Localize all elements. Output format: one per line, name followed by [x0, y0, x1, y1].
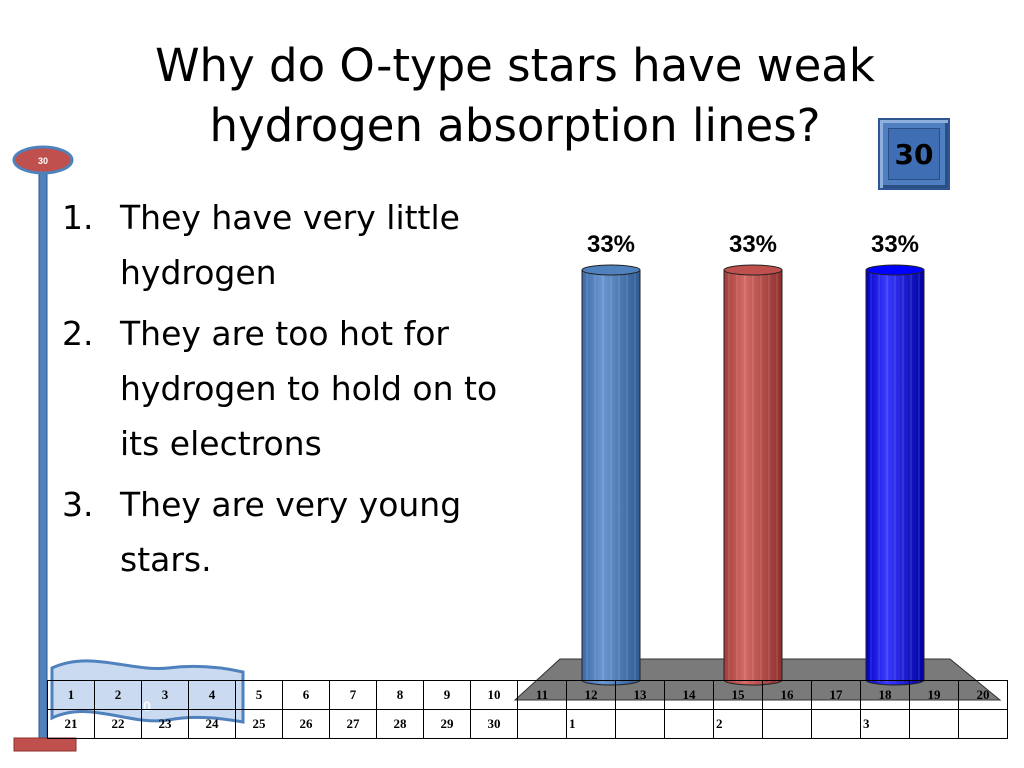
- answer-option-2[interactable]: 2. They are too hot for hydrogen to hold …: [62, 306, 512, 471]
- timer-value: 30: [888, 128, 940, 180]
- grid-row-1: 1 2 3 4 5 6 7 8 9 10 11 12 13 14 15 16 1…: [47, 680, 1008, 710]
- grid-cell: 16: [762, 680, 812, 710]
- bar-top: [865, 264, 925, 276]
- title-line-2: hydrogen absorption lines?: [209, 99, 821, 152]
- option-text: They have very little hydrogen: [120, 198, 460, 292]
- grid-cell: 1: [47, 680, 95, 710]
- grid-cell: 28: [376, 709, 424, 739]
- bar-2: 33%: [723, 231, 783, 686]
- grid-cell: 4: [188, 680, 236, 710]
- grid-cell: 29: [423, 709, 471, 739]
- answer-options: 1. They have very little hydrogen 2. They …: [62, 190, 512, 593]
- option-number: 1.: [62, 198, 94, 237]
- bar-value-label: 33%: [871, 231, 919, 258]
- grid-cell: 13: [615, 680, 665, 710]
- grid-cell: [909, 709, 959, 739]
- grid-cell: [664, 709, 714, 739]
- grid-cell: 9: [423, 680, 471, 710]
- grid-cell: 3: [141, 680, 189, 710]
- grid-cell: [615, 709, 665, 739]
- grid-cell: 1: [566, 709, 616, 739]
- grid-cell: 18: [860, 680, 910, 710]
- answer-option-3[interactable]: 3. They are very young stars.: [62, 477, 512, 587]
- bar-1: 33%: [581, 231, 641, 686]
- grid-cell: [762, 709, 812, 739]
- option-text: They are too hot for hydrogen to hold on…: [120, 314, 498, 463]
- option-number: 2.: [62, 314, 94, 353]
- grid-cell: 6: [282, 680, 330, 710]
- grid-cell: [517, 709, 567, 739]
- response-grid: 1 2 3 4 5 6 7 8 9 10 11 12 13 14 15 16 1…: [47, 680, 1008, 739]
- bars-layer: 33% 33% 33%: [581, 231, 925, 686]
- option-text: They are very young stars.: [120, 485, 462, 579]
- grid-cell: 8: [376, 680, 424, 710]
- grid-cell: 20: [958, 680, 1008, 710]
- grid-cell: 12: [566, 680, 616, 710]
- answer-option-1[interactable]: 1. They have very little hydrogen: [62, 190, 512, 300]
- grid-cell: [811, 709, 861, 739]
- grid-cell: 3: [860, 709, 910, 739]
- grid-cell: 21: [47, 709, 95, 739]
- grid-cell: 14: [664, 680, 714, 710]
- grid-cell: 25: [235, 709, 283, 739]
- grid-cell: 2: [713, 709, 763, 739]
- slide-title: Why do O-type stars have weak hydrogen a…: [120, 36, 910, 156]
- grid-cell: 10: [470, 680, 518, 710]
- grid-row-2: 21 22 23 24 25 26 27 28 29 30 1 2 3: [47, 709, 1008, 739]
- bar-value-label: 33%: [587, 231, 635, 258]
- grid-cell: 2: [94, 680, 142, 710]
- thermometer-label: 30: [38, 156, 48, 166]
- grid-cell: 24: [188, 709, 236, 739]
- grid-cell: 19: [909, 680, 959, 710]
- option-number: 3.: [62, 485, 94, 524]
- grid-cell: 15: [713, 680, 763, 710]
- countdown-timer: 30: [878, 118, 950, 190]
- grid-cell: [958, 709, 1008, 739]
- grid-cell: 22: [94, 709, 142, 739]
- bar-value-label: 33%: [729, 231, 777, 258]
- grid-cell: 7: [329, 680, 377, 710]
- grid-cell: 30: [470, 709, 518, 739]
- grid-cell: 5: [235, 680, 283, 710]
- bar-top: [581, 264, 641, 276]
- grid-cell: 23: [141, 709, 189, 739]
- thermometer-icon: 30: [12, 145, 77, 752]
- grid-cell: 11: [517, 680, 567, 710]
- grid-cell: 17: [811, 680, 861, 710]
- grid-cell: 26: [282, 709, 330, 739]
- bar-3: 33%: [865, 231, 925, 686]
- grid-cell: 27: [329, 709, 377, 739]
- title-line-1: Why do O-type stars have weak: [155, 39, 875, 92]
- bar-top: [723, 264, 783, 276]
